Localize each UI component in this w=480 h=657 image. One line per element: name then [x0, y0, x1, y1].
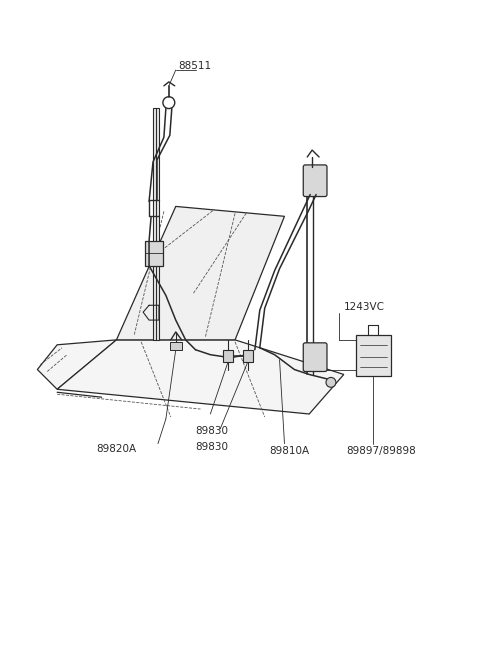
Text: 88511: 88511: [179, 61, 212, 71]
FancyBboxPatch shape: [303, 343, 327, 371]
Text: 89820A: 89820A: [96, 443, 137, 453]
Polygon shape: [57, 340, 344, 414]
Polygon shape: [117, 206, 285, 340]
FancyBboxPatch shape: [170, 342, 182, 350]
Text: 1243VC: 1243VC: [344, 302, 385, 312]
Text: 89830: 89830: [195, 426, 228, 436]
Text: 89897/89898: 89897/89898: [347, 445, 417, 455]
FancyBboxPatch shape: [243, 350, 253, 361]
FancyBboxPatch shape: [145, 241, 163, 265]
Circle shape: [326, 377, 336, 388]
Text: 89810A: 89810A: [270, 445, 310, 455]
Text: 89830: 89830: [195, 442, 228, 451]
FancyBboxPatch shape: [303, 165, 327, 196]
FancyBboxPatch shape: [223, 350, 233, 361]
Polygon shape: [37, 340, 117, 390]
Polygon shape: [153, 108, 159, 340]
FancyBboxPatch shape: [356, 335, 391, 376]
